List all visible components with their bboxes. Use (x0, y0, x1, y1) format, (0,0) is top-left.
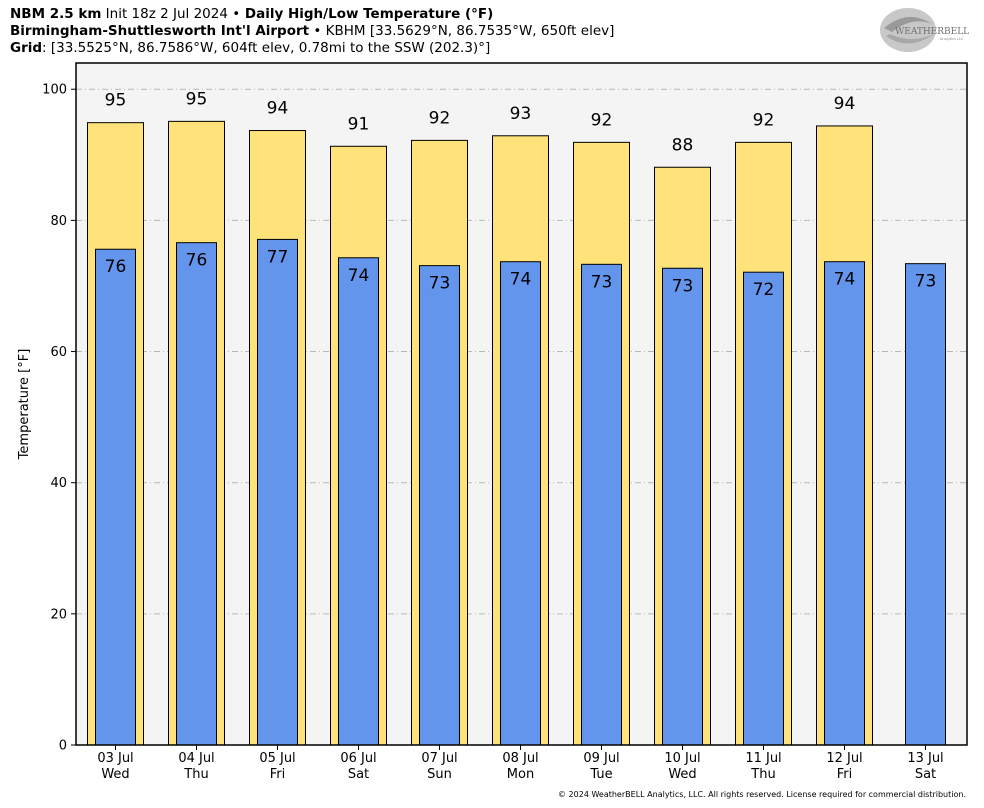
x-tick-day: Tue (589, 767, 612, 782)
y-tick-label: 0 (59, 739, 67, 754)
header-line-2: Birmingham-Shuttlesworth Int'l Airport •… (10, 23, 614, 40)
low-temp-bar (257, 238, 298, 746)
high-temp-label: 95 (186, 89, 208, 109)
x-tick-day: Fri (837, 767, 853, 782)
header-line-1: NBM 2.5 km Init 18z 2 Jul 2024 • Daily H… (10, 6, 614, 23)
y-tick-label: 100 (42, 83, 67, 98)
y-tick-label: 20 (50, 607, 67, 622)
low-temp-label: 74 (348, 266, 370, 286)
low-temp-label: 74 (834, 270, 856, 290)
logo-wordmark: WEATHERBELL (895, 27, 969, 37)
low-temp-bar (95, 248, 136, 746)
x-tick-day: Sat (915, 767, 936, 782)
grid-info: : [33.5525°N, 86.7586°W, 604ft elev, 0.7… (42, 40, 491, 56)
x-tick-day: Wed (668, 767, 696, 782)
low-temp-bar (662, 267, 703, 746)
chart-title: Daily High/Low Temperature (°F) (240, 6, 494, 22)
y-tick-label: 60 (50, 345, 67, 360)
x-tick-date: 03 Jul (97, 751, 133, 766)
low-temp-label: 73 (672, 276, 694, 296)
logo-subtext: Analytics LLC (940, 37, 964, 41)
low-temp-label: 73 (915, 272, 937, 292)
plot-frame (75, 62, 968, 746)
model-name: NBM 2.5 km (10, 6, 102, 22)
copyright-notice: © 2024 WeatherBELL Analytics, LLC. All r… (558, 790, 966, 799)
x-tick-day: Sat (348, 767, 369, 782)
low-temp-label: 73 (429, 274, 451, 294)
low-temp-label: 73 (591, 272, 613, 292)
grid-label: Grid (10, 40, 43, 56)
x-tick-date: 11 Jul (745, 751, 781, 766)
high-temp-label: 91 (348, 114, 370, 134)
x-tick-date: 04 Jul (178, 751, 214, 766)
x-tick-day: Thu (750, 767, 775, 782)
low-temp-bar (824, 261, 865, 746)
low-temp-bar (176, 242, 217, 746)
low-temp-bar (743, 271, 784, 746)
weatherbell-logo: WEATHERBELL Analytics LLC (880, 8, 969, 52)
low-temp-label: 76 (186, 251, 208, 271)
low-temp-bar (905, 263, 946, 746)
x-tick-date: 07 Jul (421, 751, 457, 766)
x-tick-day: Thu (183, 767, 208, 782)
y-tick-label: 40 (50, 476, 67, 491)
init-time: Init 18z 2 Jul 2024 (101, 6, 233, 22)
x-tick-date: 06 Jul (340, 751, 376, 766)
header-line-3: Grid: [33.5525°N, 86.7586°W, 604ft elev,… (10, 40, 614, 57)
x-tick-day: Sun (427, 767, 452, 782)
station-name: Birmingham-Shuttlesworth Int'l Airport (10, 23, 310, 39)
x-tick-date: 10 Jul (664, 751, 700, 766)
high-temp-label: 93 (510, 104, 532, 124)
high-temp-label: 94 (834, 94, 856, 114)
x-tick-date: 09 Jul (583, 751, 619, 766)
x-tick-day: Wed (101, 767, 129, 782)
x-tick-day: Fri (270, 767, 286, 782)
high-temp-label: 95 (105, 91, 127, 111)
x-tick-date: 13 Jul (907, 751, 943, 766)
x-tick-date: 12 Jul (826, 751, 862, 766)
low-temp-bar (581, 263, 622, 746)
y-axis-label: Temperature [°F] (17, 349, 32, 461)
x-tick-day: Mon (507, 767, 534, 782)
low-temp-label: 74 (510, 270, 532, 290)
y-tick-label: 80 (50, 214, 67, 229)
x-tick-date: 05 Jul (259, 751, 295, 766)
low-temp-bar (338, 257, 379, 746)
low-temp-label: 77 (267, 247, 289, 267)
high-temp-label: 88 (672, 135, 694, 155)
low-temp-label: 72 (753, 280, 775, 300)
high-temp-label: 94 (267, 99, 289, 119)
bullet: • (232, 6, 241, 22)
low-temp-label: 76 (105, 257, 127, 277)
high-temp-label: 92 (591, 110, 613, 130)
chart-header: NBM 2.5 km Init 18z 2 Jul 2024 • Daily H… (10, 6, 614, 57)
high-temp-label: 92 (753, 110, 775, 130)
low-temp-bar (500, 261, 541, 746)
station-info: • KBHM [33.5629°N, 86.7535°W, 650ft elev… (309, 23, 615, 39)
low-temp-bar (419, 265, 460, 746)
high-temp-label: 92 (429, 108, 451, 128)
x-tick-date: 08 Jul (502, 751, 538, 766)
